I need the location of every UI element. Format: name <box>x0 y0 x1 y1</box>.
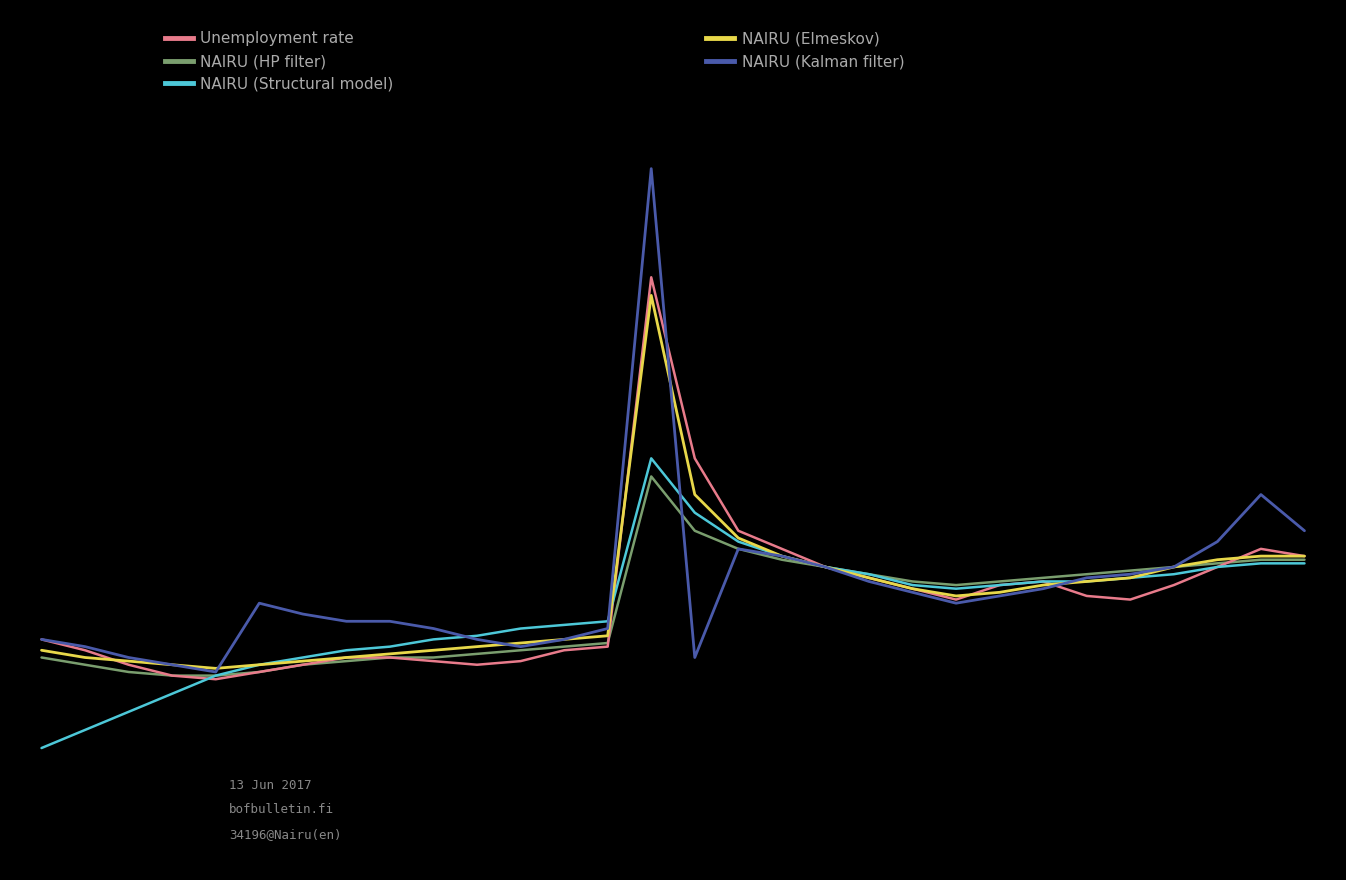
Legend: NAIRU (Elmeskov), NAIRU (Kalman filter): NAIRU (Elmeskov), NAIRU (Kalman filter) <box>707 32 905 69</box>
Text: bofbulletin.fi: bofbulletin.fi <box>229 803 334 817</box>
Text: 13 Jun 2017: 13 Jun 2017 <box>229 779 311 792</box>
Text: 34196@Nairu(en): 34196@Nairu(en) <box>229 828 342 841</box>
